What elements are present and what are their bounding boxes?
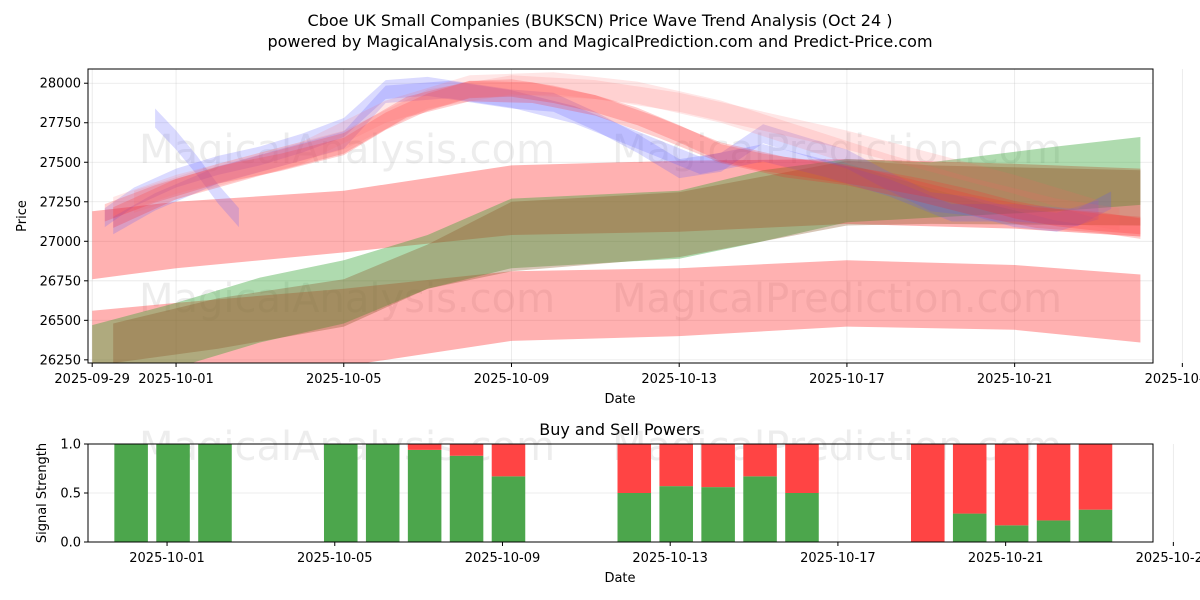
buy-power-bar (407, 449, 442, 542)
buy-power-bar (449, 455, 484, 542)
buy-power-bar (743, 476, 777, 542)
signal-chart-panel: Buy and Sell Powers MagicalAnalysis.com … (35, 420, 1200, 586)
x-tick-label: 2025-10-05 (306, 372, 382, 387)
chart-title: Cboe UK Small Companies (BUKSCN) Price W… (308, 11, 893, 30)
sell-power-bar (617, 444, 652, 493)
price-chart-ticks: 2025-09-29 2025-10-01 2025-10-05 2025-10-09… (40, 77, 1200, 387)
signal-x-tick-label: 2025-10-17 (800, 551, 876, 566)
x-tick-label: 2025-10-21 (977, 372, 1053, 387)
watermark-mid-right: MagicalPrediction.com (612, 276, 1062, 322)
watermark-top-right: MagicalPrediction.com (612, 127, 1062, 173)
y-tick-label: 26500 (40, 314, 81, 329)
buy-power-bar (156, 444, 190, 542)
brown-overlap-band (113, 160, 1141, 363)
signal-x-axis-label: Date (604, 571, 635, 586)
price-chart-watermarks: MagicalAnalysis.com MagicalPrediction.co… (139, 127, 1062, 322)
buy-power-bar (365, 444, 400, 542)
signal-y-tick-label: 0.5 (60, 487, 81, 502)
buy-power-bar (491, 476, 526, 542)
signal-x-tick-label: 2025-10-05 (297, 551, 373, 566)
sell-power-bar (701, 444, 735, 488)
sell-power-bar (407, 444, 442, 450)
sell-power-bar (743, 444, 777, 477)
sell-power-bar (1078, 444, 1113, 510)
x-tick-label: 2025-09-29 (54, 372, 130, 387)
y-tick-label: 26750 (40, 274, 81, 289)
x-tick-label: 2025-10-13 (641, 372, 717, 387)
buy-power-bar (785, 493, 819, 542)
sell-power-bar (952, 444, 987, 514)
buy-power-bar (1036, 520, 1071, 542)
signal-y-tick-label: 0.0 (60, 536, 81, 551)
buy-power-bar (701, 487, 735, 542)
signal-chart-bars (114, 444, 1113, 542)
y-tick-label: 27500 (40, 156, 81, 171)
long-term-red-band-upper (92, 159, 1141, 280)
sell-power-bar (911, 444, 945, 542)
buy-power-bar (952, 513, 987, 542)
buy-power-bar (617, 493, 652, 542)
sell-power-bar (785, 444, 819, 493)
sell-power-bar (449, 444, 484, 456)
price-chart-panel: MagicalAnalysis.com MagicalPrediction.co… (15, 68, 1200, 407)
y-tick-label: 26250 (40, 353, 81, 368)
buy-power-bar (1078, 509, 1113, 542)
y-tick-label: 27750 (40, 116, 81, 131)
signal-x-tick-label: 2025-10-13 (632, 551, 708, 566)
price-chart-grid (88, 69, 1183, 363)
pink-wave-2 (134, 72, 1120, 231)
blue-wave-1 (104, 76, 1099, 232)
price-x-axis-label: Date (604, 392, 635, 407)
signal-y-axis-label: Signal Strength (35, 443, 50, 543)
signal-chart-title: Buy and Sell Powers (539, 420, 701, 439)
signal-y-tick-label: 1.0 (60, 438, 81, 453)
signal-x-tick-label: 2025-10-21 (968, 551, 1044, 566)
price-chart-frame (87, 68, 1154, 364)
chart-subtitle: powered by MagicalAnalysis.com and Magic… (267, 32, 932, 51)
sell-power-bar (491, 444, 526, 477)
signal-x-tick-label: 2025-10-09 (465, 551, 541, 566)
y-tick-label: 27000 (40, 235, 81, 250)
pink-wave-1 (113, 75, 1099, 220)
buy-power-bar (323, 444, 358, 542)
x-tick-label: 2025-10-09 (474, 372, 550, 387)
buy-power-bar (114, 444, 148, 542)
price-chart-series (92, 72, 1141, 363)
green-trend-band (92, 137, 1141, 363)
price-y-axis-label: Price (15, 200, 30, 232)
sell-power-bar (994, 444, 1029, 526)
sell-power-bar (659, 444, 693, 487)
buy-power-bar (659, 486, 693, 542)
red-wave-2 (113, 80, 1141, 239)
x-tick-label: 2025-10-01 (138, 372, 214, 387)
signal-chart-ticks: 2025-10-01 2025-10-05 2025-10-09 2025-10-13… (60, 438, 1200, 567)
y-tick-label: 27250 (40, 195, 81, 210)
signal-x-tick-label: 2025-10-01 (129, 551, 205, 566)
buy-power-bar (994, 525, 1029, 542)
blue-wave (155, 108, 239, 228)
watermark-mid-left: MagicalAnalysis.com (139, 276, 555, 322)
blue-wave-2 (113, 80, 1112, 235)
y-tick-label: 28000 (40, 77, 81, 92)
x-tick-label: 2025-10-25 (1145, 372, 1200, 387)
long-term-red-band-lower (92, 260, 1141, 363)
sell-power-bar (1036, 444, 1071, 521)
watermark-top-left: MagicalAnalysis.com (139, 127, 555, 173)
x-tick-label: 2025-10-17 (809, 372, 885, 387)
red-wave-1 (104, 79, 1141, 235)
signal-x-tick-label: 2025-10-25 (1136, 551, 1200, 566)
buy-power-bar (198, 444, 232, 542)
